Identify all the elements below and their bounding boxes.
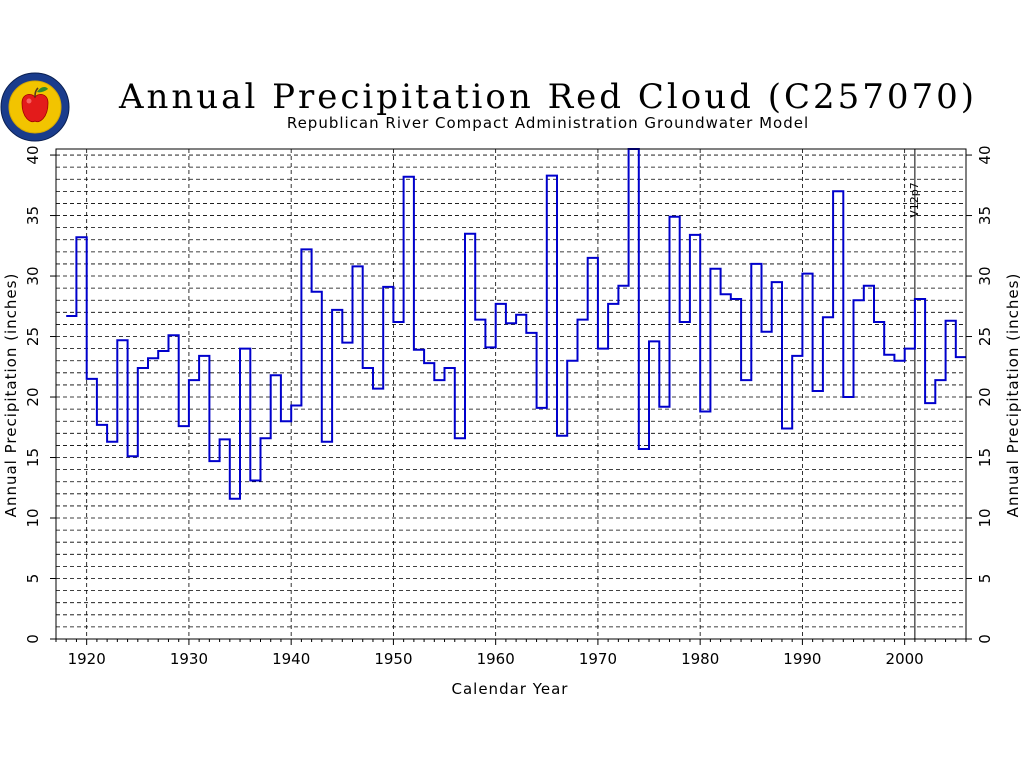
x-tick-label: 1920 — [68, 650, 106, 668]
y-tick-label-left: 30 — [24, 266, 42, 285]
horizontal-gridlines — [56, 154, 966, 628]
y-tick-label-left: 15 — [24, 448, 42, 467]
x-tick-label: 1970 — [579, 650, 617, 668]
y-tick-label-left: 40 — [24, 146, 42, 165]
y-tick-label-left: 35 — [24, 206, 42, 225]
y-tick-label-right: 25 — [976, 327, 994, 346]
series-line — [66, 148, 966, 500]
y-tick-label-right: 15 — [976, 448, 994, 467]
y-tick-label-right: 10 — [976, 508, 994, 527]
y-axis-ticks: 0 0 5 5 10 10 15 15 20 20 25 25 30 30 35 35 40 40 — [24, 146, 994, 644]
y-tick-label-right: 30 — [976, 266, 994, 285]
y-tick-label-right: 35 — [976, 206, 994, 225]
y-tick-label-left: 25 — [24, 327, 42, 346]
chart-subtitle: Republican River Compact Administration … — [287, 114, 809, 132]
plot-frame — [55, 148, 967, 640]
x-axis-ticks: 1920 1930 1940 1950 1960 1970 1980 1990 2000 — [55, 639, 967, 668]
y-tick-label-left: 5 — [24, 574, 42, 584]
y-tick-label-left: 0 — [24, 634, 42, 644]
x-tick-label: 1940 — [272, 650, 310, 668]
x-axis-label: Calendar Year — [452, 680, 569, 698]
y-axis-label-right: Annual Precipitation (inches) — [1004, 273, 1022, 518]
x-tick-label: 1950 — [374, 650, 412, 668]
x-tick-label: 1960 — [477, 650, 515, 668]
y-tick-label-right: 20 — [976, 387, 994, 406]
annotation-label: V12p7 — [908, 182, 921, 218]
x-tick-label: 1930 — [170, 650, 208, 668]
chart-title: Annual Precipitation Red Cloud (C257070) — [118, 77, 977, 117]
y-tick-label-right: 5 — [976, 574, 994, 584]
y-tick-label-right: 40 — [976, 146, 994, 165]
x-tick-label: 1980 — [681, 650, 719, 668]
y-tick-label-right: 0 — [976, 634, 994, 644]
y-tick-label-left: 10 — [24, 508, 42, 527]
y-tick-label-left: 20 — [24, 387, 42, 406]
series-group — [66, 148, 966, 500]
rrca-logo-icon — [0, 72, 70, 142]
x-tick-label: 2000 — [886, 650, 924, 668]
x-tick-label: 1990 — [783, 650, 821, 668]
y-axis-label-left: Annual Precipitation (inches) — [2, 273, 20, 518]
